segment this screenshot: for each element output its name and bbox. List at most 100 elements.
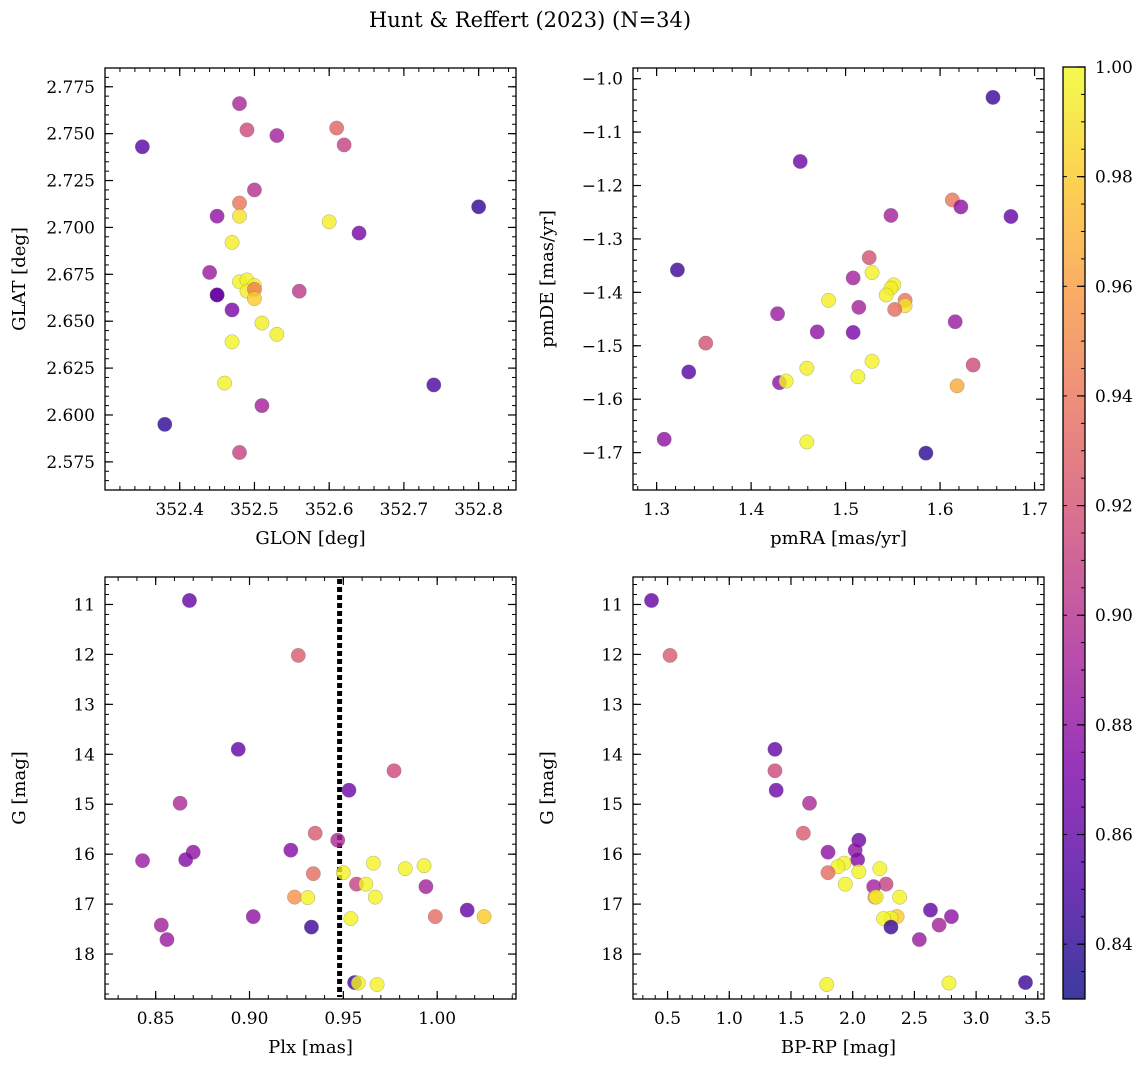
scatter-point <box>153 917 169 933</box>
x-axis-label: Plx [mas] <box>268 1037 353 1058</box>
scatter-point <box>172 795 188 811</box>
scatter-point <box>965 357 981 373</box>
scatter-point <box>416 858 432 874</box>
scatter-point <box>290 647 306 663</box>
scatter-point <box>159 932 175 948</box>
scatter-point <box>767 763 783 779</box>
scatter-point <box>669 262 685 278</box>
scatter-point <box>254 315 270 331</box>
scatter-point <box>947 314 963 330</box>
axes-frame <box>104 67 517 491</box>
y-tick-label: 13 <box>73 695 95 715</box>
x-tick-label: 3.5 <box>1024 1009 1051 1029</box>
scatter-point <box>321 214 337 230</box>
scatter-point <box>872 861 888 877</box>
scatter-point <box>350 975 366 991</box>
scatter-point <box>681 364 697 380</box>
scatter-point <box>365 855 381 871</box>
scatter-point <box>418 879 434 895</box>
scatter-point <box>821 292 837 308</box>
scatter-point <box>644 593 659 608</box>
scatter-point <box>335 865 351 881</box>
scatter-point <box>911 932 927 948</box>
colorbar-tick-label: 0.86 <box>1095 826 1133 846</box>
scatter-point <box>232 96 247 112</box>
y-tick-label: 2.650 <box>46 312 95 332</box>
scatter-point <box>949 378 965 394</box>
x-axis-label: BP-RP [mag] <box>781 1037 896 1058</box>
scatter-point <box>135 853 150 869</box>
y-tick-label: 14 <box>601 745 623 765</box>
x-tick-label: 0.85 <box>137 1009 175 1029</box>
x-tick-label: 0.5 <box>654 1009 681 1029</box>
scatter-point <box>792 154 808 169</box>
scatter-point <box>134 139 150 155</box>
y-tick-label: 2.675 <box>46 265 95 285</box>
scatter-point <box>427 909 443 925</box>
scatter-point <box>232 208 247 224</box>
scatter-point <box>795 825 811 841</box>
scatter-point <box>883 207 899 223</box>
scatter-point <box>883 919 899 935</box>
colorbar: 0.84 0.86 0.88 0.90 0.92 0.94 0.96 0.98 1.00 <box>1062 58 1133 1000</box>
colorbar-tick-label: 0.92 <box>1095 497 1133 517</box>
y-tick-label: 2.775 <box>46 78 95 98</box>
scatter-point <box>254 398 270 414</box>
scatter-point <box>887 301 903 317</box>
axes-frame <box>632 67 1045 491</box>
y-tick-label: −1.3 <box>582 230 623 250</box>
x-tick-label: 1.5 <box>777 1009 804 1029</box>
colorbar-tick-label: 0.88 <box>1095 716 1133 736</box>
y-tick-label: −1.0 <box>582 70 623 90</box>
scatter-point <box>336 137 352 153</box>
scatter-point <box>247 291 262 307</box>
y-tick-label: 11 <box>601 595 623 615</box>
x-tick-label: 352.5 <box>230 500 279 520</box>
y-tick-label: 12 <box>73 645 95 665</box>
colorbar-tick-label: 0.94 <box>1095 387 1133 407</box>
y-tick-label: 18 <box>73 945 95 965</box>
scatter-point <box>245 909 261 925</box>
scatter-point <box>851 864 867 880</box>
panel-pmra-pmde: 1.3 1.4 1.5 1.6 1.7 −1.7 −1.6 −1.5 −1.4 −1.3 −1.2 −… <box>537 67 1048 549</box>
y-axis-label: G [mag] <box>537 751 558 824</box>
scatter-point <box>157 416 173 432</box>
y-tick-label: −1.5 <box>582 337 623 357</box>
x-tick-label: 0.90 <box>231 1009 269 1029</box>
y-tick-label: 17 <box>601 895 623 915</box>
scatter-point <box>892 889 908 905</box>
scatter-point <box>471 199 487 215</box>
scatter-point <box>802 795 817 811</box>
scatter-point <box>358 876 374 892</box>
scatter-point <box>767 741 783 757</box>
scatter-point <box>300 890 316 906</box>
scatter-point <box>397 861 413 877</box>
scatter-point <box>232 195 247 211</box>
scatter-point <box>209 208 225 224</box>
scatter-point <box>820 865 836 881</box>
scatter-point <box>868 889 884 905</box>
scatter-point <box>768 782 784 798</box>
scatter-point <box>459 902 475 918</box>
colorbar-gradient <box>1063 67 1085 999</box>
panel-plx-g: 0.85 0.90 0.95 1.00 11 12 13 14 15 16 17 18 Plx [mas… <box>9 576 517 1058</box>
y-tick-label: 12 <box>601 645 623 665</box>
y-tick-label: −1.2 <box>582 177 623 197</box>
x-tick-label: 1.5 <box>832 500 859 520</box>
scatter-point <box>305 866 321 882</box>
scatter-point <box>269 326 285 342</box>
scatter-point <box>178 852 194 868</box>
scatter-points <box>134 96 487 460</box>
x-tick-label: 1.6 <box>927 500 954 520</box>
x-tick-label: 1.0 <box>716 1009 743 1029</box>
scatter-point <box>1018 975 1033 990</box>
scatter-points <box>135 593 492 992</box>
scatter-point <box>217 375 233 391</box>
scatter-point <box>476 909 492 925</box>
minor-ticks <box>633 68 1044 490</box>
scatter-point <box>303 919 319 935</box>
scatter-point <box>878 876 894 892</box>
scatter-point <box>923 902 938 918</box>
scatter-point <box>182 593 197 608</box>
